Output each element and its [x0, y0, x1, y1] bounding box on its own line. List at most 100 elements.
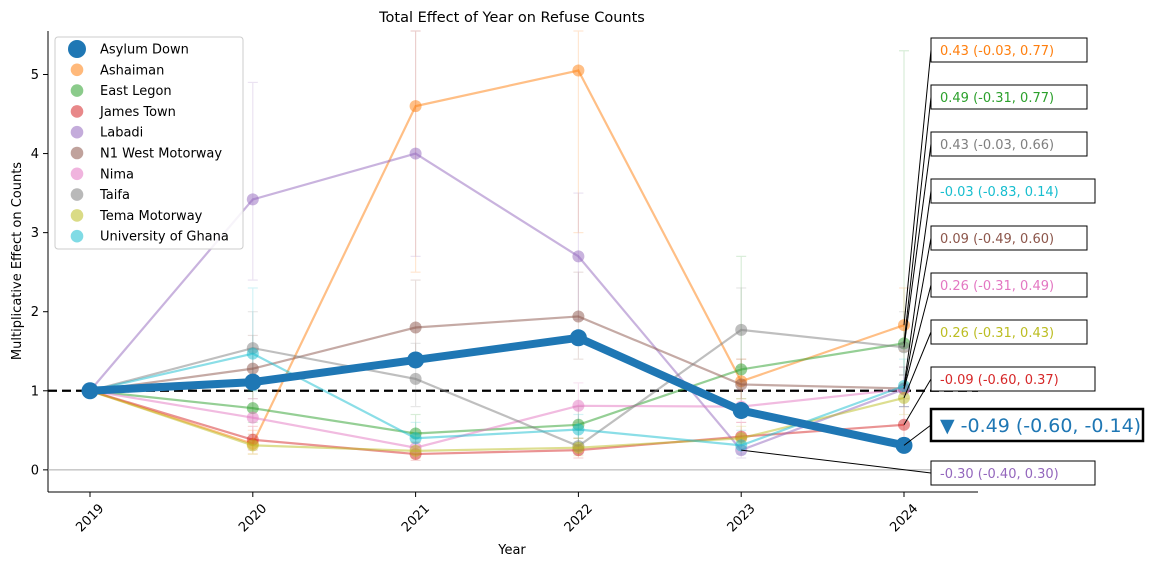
series-point-east-legon: [735, 363, 748, 376]
annotation-text: -0.30 (-0.40, 0.30): [940, 467, 1059, 482]
annotation-leader: [903, 49, 932, 326]
annotation-leader: [903, 284, 932, 390]
chart-title: Total Effect of Year on Refuse Counts: [378, 10, 645, 26]
annotation-5: 0.26 (-0.31, 0.49): [903, 272, 1088, 390]
annotation-0: 0.43 (-0.03, 0.77): [903, 37, 1088, 326]
series-point-taifa: [409, 372, 422, 385]
legend-marker: [70, 167, 84, 181]
annotation-1: 0.49 (-0.31, 0.77): [903, 84, 1088, 344]
annotation-box: [929, 407, 1145, 443]
annotation-3: -0.03 (-0.83, 0.14): [903, 178, 1096, 387]
annotation-box: [930, 225, 1088, 251]
annotation-4: 0.09 (-0.49, 0.60): [903, 225, 1088, 389]
legend-marker: [70, 146, 84, 160]
y-tick-label: 2: [31, 305, 39, 320]
x-tick-label: 2023: [725, 501, 759, 535]
annotations: 0.43 (-0.03, 0.77) 0.49 (-0.31, 0.77) 0.43…: [741, 37, 1145, 486]
annotation-text: 0.26 (-0.31, 0.43): [940, 326, 1054, 341]
x-tick-label: 2024: [887, 501, 921, 535]
legend-label: James Town: [99, 105, 176, 120]
legend-entry-university-of-ghana: University of Ghana: [70, 229, 229, 245]
legend-marker: [70, 229, 84, 243]
annotation-text: ▼ -0.49 (-0.60, -0.14): [940, 415, 1141, 437]
series-point-ashaiman: [572, 64, 585, 77]
series-line-nima: [89, 388, 905, 449]
series-point-asylum-down: [81, 382, 99, 400]
legend-entry-taifa: Taifa: [70, 188, 130, 203]
x-tick-label: 2021: [399, 501, 433, 535]
annotation-leader: [903, 143, 932, 348]
series-point-labadi: [246, 193, 259, 206]
legend-label: Taifa: [99, 188, 130, 203]
series-point-university-of-ghana: [409, 432, 422, 445]
legend-entry-james-town: James Town: [70, 105, 176, 120]
annotation-text: 0.43 (-0.03, 0.77): [940, 44, 1054, 59]
annotation-leader: [903, 237, 932, 389]
series-point-nima: [246, 411, 259, 424]
series-line-taifa: [89, 328, 905, 448]
annotation-box: [930, 178, 1096, 204]
legend-marker: [70, 125, 84, 139]
series-point-n1-west-motorway: [409, 321, 422, 334]
annotation-9: -0.30 (-0.40, 0.30): [741, 449, 1096, 486]
series-point-east-legon: [246, 402, 259, 415]
series-point-tema-motorway: [409, 444, 422, 457]
legend-label: Ashaiman: [100, 63, 164, 78]
error-bar-labadi: [247, 81, 258, 281]
annotation-leader: [903, 331, 932, 399]
series-point-taifa: [735, 323, 748, 336]
legend-label: Labadi: [100, 126, 143, 141]
y-axis-label: Multiplicative Effect on Counts: [10, 162, 25, 360]
legend-label: Asylum Down: [100, 43, 189, 58]
annotation-leader: [903, 190, 932, 387]
annotation-box: [930, 131, 1088, 157]
y-tick-label: 4: [31, 147, 39, 162]
legend-entry-ashaiman: Ashaiman: [70, 63, 164, 78]
series-line-n1-west-motorway: [89, 315, 905, 392]
error-bar-labadi: [410, 30, 421, 257]
annotation-box: [930, 272, 1088, 298]
series-line-tema-motorway: [89, 389, 905, 452]
series-point-ashaiman: [409, 100, 422, 113]
legend-frame: [54, 36, 244, 250]
annotation-box: [930, 460, 1096, 486]
legend-entry-east-legon: East Legon: [70, 84, 172, 99]
series-line-ashaiman: [89, 69, 905, 446]
legend-label: East Legon: [100, 84, 172, 99]
legend-entry-asylum-down: Asylum Down: [68, 40, 189, 58]
annotation-leader: [741, 449, 932, 474]
legend-entry-nima: Nima: [70, 167, 134, 182]
series-line-asylum-down: [89, 333, 905, 450]
series-point-university-of-ghana: [246, 347, 259, 360]
series-line-university-of-ghana: [89, 352, 905, 447]
x-axis-label: Year: [497, 543, 526, 558]
legend-label: Nima: [100, 167, 134, 182]
series-point-n1-west-motorway: [246, 362, 259, 375]
legend-marker: [70, 63, 84, 77]
series-point-asylum-down: [407, 351, 425, 369]
annotation-box: [930, 319, 1088, 345]
annotation-box: [930, 84, 1088, 110]
annotation-leader: [903, 424, 932, 446]
x-tick-label: 2022: [562, 501, 596, 535]
annotation-2: 0.43 (-0.03, 0.66): [903, 131, 1088, 348]
legend-marker: [70, 105, 84, 118]
y-tick-label: 3: [31, 226, 39, 241]
legend-entry-labadi: Labadi: [70, 125, 143, 141]
legend-entry-tema-motorway: Tema Motorway: [70, 209, 203, 224]
series-line-east-legon: [89, 342, 905, 435]
x-tick-label: 2019: [73, 501, 107, 535]
annotation-text: -0.03 (-0.83, 0.14): [940, 185, 1059, 200]
y-tick-label: 0: [31, 463, 39, 478]
series-point-university-of-ghana: [572, 423, 585, 436]
y-tick-label: 1: [31, 384, 39, 399]
series-point-asylum-down: [732, 402, 750, 420]
legend-marker: [70, 188, 84, 201]
series-point-university-of-ghana: [735, 439, 748, 452]
series-point-asylum-down: [244, 373, 262, 391]
annotation-text: 0.26 (-0.31, 0.49): [940, 279, 1054, 294]
annotation-box: [930, 366, 1096, 392]
legend-marker: [68, 40, 86, 58]
annotation-7: -0.09 (-0.60, 0.37): [903, 366, 1096, 426]
